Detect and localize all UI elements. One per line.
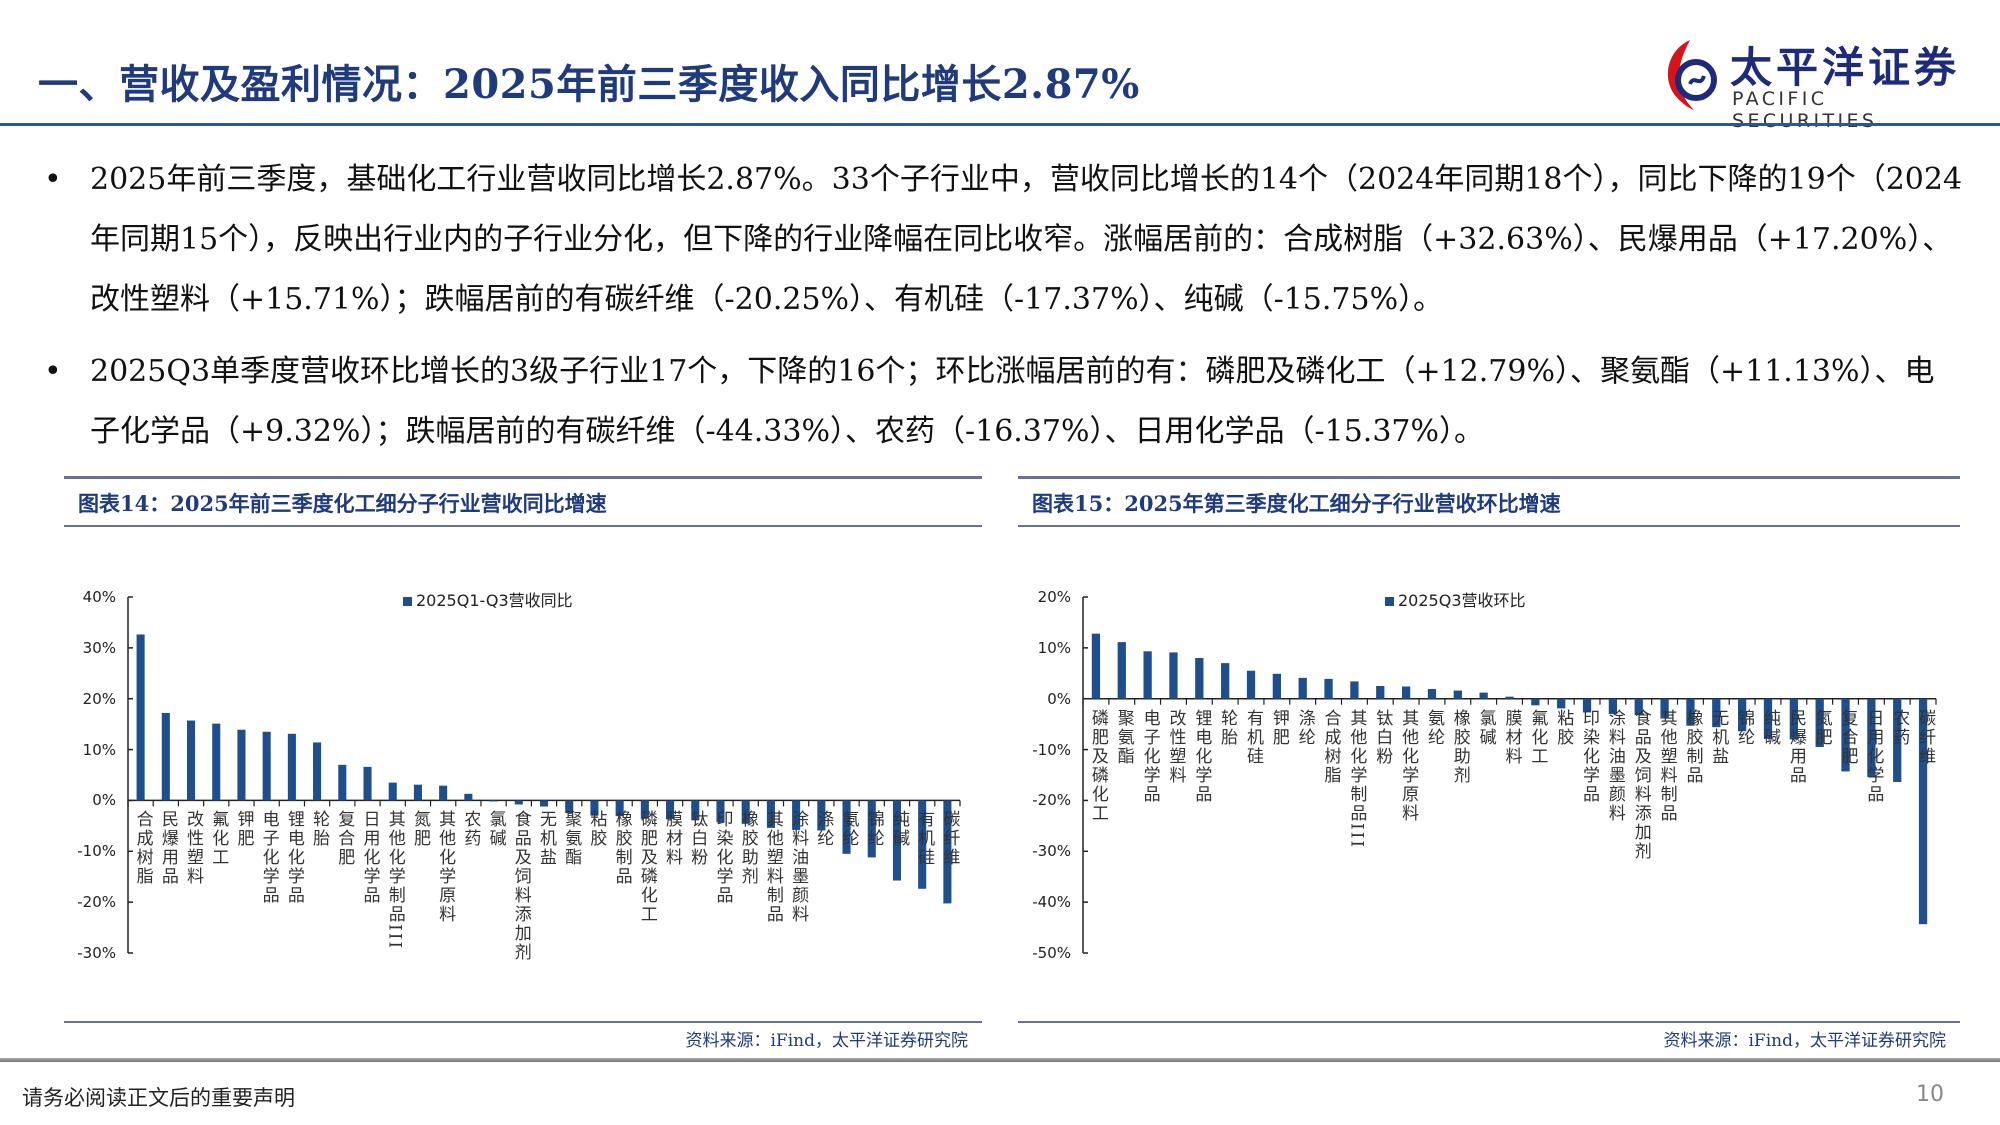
- panel-bottom-rule: [1018, 1021, 1960, 1023]
- chart-panel-14: 图表14：2025年前三季度化工细分子行业营收同比增速 资料来源：iFind，太…: [64, 476, 982, 1051]
- panel-top-rule: [1018, 476, 1960, 479]
- bullet-list: 2025年前三季度，基础化工行业营收同比增长2.87%。33个子行业中，营收同比…: [44, 150, 1964, 474]
- chart-title: 图表14：2025年前三季度化工细分子行业营收同比增速: [78, 491, 607, 516]
- header-divider: [0, 123, 2000, 126]
- chart-panel-15: 图表15：2025年第三季度化工细分子行业营收环比增速 资料来源：iFind，太…: [1018, 476, 1960, 1051]
- bullet-item: 2025年前三季度，基础化工行业营收同比增长2.87%。33个子行业中，营收同比…: [44, 150, 1964, 330]
- footer-divider: [0, 1058, 2000, 1062]
- panel-title-rule: [64, 525, 982, 527]
- logo-text-cn: 太平洋证券: [1730, 43, 1961, 92]
- chart-source: 资料来源：iFind，太平洋证券研究院: [685, 1031, 969, 1051]
- panel-top-rule: [64, 476, 982, 479]
- panel-title-rule: [1018, 525, 1960, 527]
- chart-source: 资料来源：iFind，太平洋证券研究院: [1663, 1031, 1947, 1051]
- chart-title: 图表15：2025年第三季度化工细分子行业营收环比增速: [1032, 491, 1561, 516]
- logo-text-en: PACIFIC SECURITIES: [1732, 88, 1878, 132]
- disclaimer-text: 请务必阅读正文后的重要声明: [22, 1086, 295, 1110]
- pacific-securities-logo-icon: [1667, 40, 1717, 110]
- page-title: 一、营收及盈利情况：2025年前三季度收入同比增长2.87%: [38, 61, 1140, 108]
- panel-bottom-rule: [64, 1021, 982, 1023]
- company-logo: 太平洋证券 PACIFIC SECURITIES: [1660, 34, 1980, 132]
- bullet-item: 2025Q3单季度营收环比增长的3级子行业17个，下降的16个；环比涨幅居前的有…: [44, 342, 1964, 462]
- page-number: 10: [1916, 1082, 1944, 1107]
